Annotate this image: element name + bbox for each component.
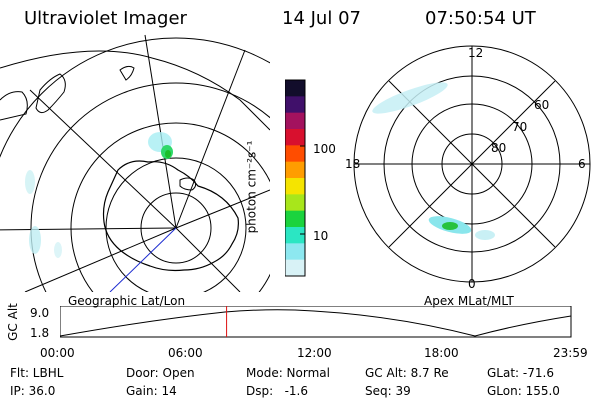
meridian-line (29, 89, 177, 229)
colorbar-segment (285, 129, 305, 146)
view-boundary (0, 50, 270, 131)
mlt-label-18: 18 (345, 157, 361, 171)
colorbar-frame (285, 79, 306, 277)
timeline-frame (60, 306, 572, 338)
latitude-circle (30, 82, 270, 292)
aurora-emission (372, 82, 495, 240)
timeline-xtick-0600: 06:00 (168, 346, 203, 360)
colorbar-unit-label: photon cm⁻²s⁻¹ (244, 140, 259, 234)
timeline-ylabel: GC Alt (5, 303, 20, 341)
magnetic-caption: Apex MLat/MLT (424, 294, 514, 308)
mlt-line (388, 80, 556, 248)
aurora-emission (25, 132, 173, 258)
meridian-line (175, 49, 246, 229)
latitude-circle (70, 122, 270, 292)
timeline-xtick-2359: 23:59 (553, 346, 588, 360)
island-outline (119, 65, 135, 81)
timeline-ytick-max: 9.0 (30, 306, 50, 320)
coast-detail (179, 177, 197, 191)
meridian-line (175, 189, 270, 229)
colorbar-tick-10: 10 (313, 229, 329, 243)
mlt-label-6: 6 (578, 157, 586, 171)
status-seq: Seq: 39 (365, 384, 411, 398)
meridian-line (24, 227, 177, 292)
continent-outline (0, 91, 28, 121)
colorbar-segment (285, 80, 305, 97)
colorbar-segment (285, 161, 305, 179)
colorbar-segment (285, 145, 305, 163)
latitude-circle (105, 157, 247, 292)
timeline-xtick-1800: 18:00 (424, 346, 459, 360)
status-mode: Mode: Normal (246, 366, 330, 380)
geographic-map (0, 34, 270, 292)
instrument-title: Ultraviolet Imager (24, 8, 187, 29)
geographic-caption: Geographic Lat/Lon (68, 294, 186, 308)
status-dsp: Dsp: -1.6 (246, 384, 309, 398)
colorbar-segment (285, 243, 305, 261)
mlat-label-80: 80 (491, 141, 507, 155)
colorbar-segment (285, 194, 305, 212)
mlt-label-0: 0 (468, 277, 476, 291)
observation-time: 07:50:54 UT (425, 8, 536, 29)
status-ip: IP: 36.0 (10, 384, 56, 398)
status-glon: GLon: 155.0 (487, 384, 560, 398)
colorbar-segment (285, 259, 305, 277)
colorbar-segment (285, 96, 305, 114)
magnetic-map (353, 45, 591, 283)
status-door: Door: Open (126, 366, 195, 380)
status-gain: Gain: 14 (126, 384, 177, 398)
colorbar-segment (285, 227, 305, 244)
colorbar-tick-100: 100 (313, 142, 336, 156)
status-filter: Flt: LBHL (10, 366, 64, 380)
timeline-xtick-0000: 00:00 (40, 346, 75, 360)
meridian-line (175, 227, 241, 292)
sun-direction-line (109, 227, 177, 292)
colorbar-segment (285, 210, 305, 228)
antarctica-coastline (102, 160, 239, 272)
status-gc-altitude: GC Alt: 8.7 Re (365, 366, 449, 380)
latitude-circle (0, 37, 270, 158)
colorbar-segment (285, 178, 305, 195)
status-glat: GLat: -71.6 (487, 366, 554, 380)
altitude-timeline (60, 306, 572, 338)
colorbar (285, 79, 306, 277)
mlat-label-60: 60 (534, 98, 550, 112)
mlat-label-70: 70 (512, 120, 528, 134)
colorbar-segment (285, 112, 305, 130)
timeline-ytick-min: 1.8 (30, 326, 50, 340)
meridian-line (144, 34, 177, 229)
observation-date: 14 Jul 07 (282, 8, 361, 29)
meridian-line (0, 227, 177, 231)
timeline-xtick-1200: 12:00 (297, 346, 332, 360)
altitude-curve (60, 309, 572, 337)
mlt-label-12: 12 (468, 46, 484, 60)
island-outline (35, 73, 66, 114)
